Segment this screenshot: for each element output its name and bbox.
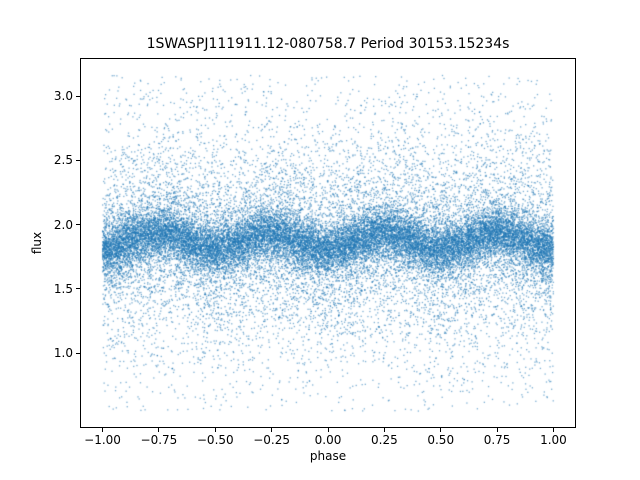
x-tick-mark bbox=[496, 428, 498, 432]
x-tick-mark bbox=[327, 428, 329, 432]
y-tick-mark bbox=[76, 95, 80, 97]
x-tick-label: 0.75 bbox=[483, 433, 511, 447]
scatter-canvas bbox=[81, 59, 575, 427]
x-tick-mark bbox=[383, 428, 385, 432]
y-tick-label: 2.0 bbox=[53, 217, 73, 232]
x-tick-label: −1.00 bbox=[84, 433, 121, 447]
y-tick-mark bbox=[76, 224, 80, 226]
x-tick-mark bbox=[552, 428, 554, 432]
y-tick-label: 1.0 bbox=[53, 346, 73, 361]
x-tick-mark bbox=[214, 428, 216, 432]
y-tick-mark bbox=[76, 159, 80, 161]
y-tick-label: 2.5 bbox=[53, 153, 73, 168]
y-tick-label: 1.5 bbox=[53, 281, 73, 296]
plot-area bbox=[80, 58, 576, 428]
y-axis-label: flux bbox=[30, 231, 44, 255]
x-tick-label: 0.00 bbox=[314, 433, 342, 447]
x-tick-mark bbox=[440, 428, 442, 432]
y-tick-mark bbox=[76, 288, 80, 290]
x-tick-label: −0.25 bbox=[253, 433, 291, 447]
x-tick-mark bbox=[102, 428, 104, 432]
y-tick-mark bbox=[76, 352, 80, 354]
x-tick-label: 1.00 bbox=[540, 433, 567, 447]
x-tick-label: 0.50 bbox=[427, 433, 455, 447]
x-tick-label: −0.50 bbox=[196, 433, 234, 447]
y-tick-label: 3.0 bbox=[53, 89, 73, 104]
x-tick-label: −0.75 bbox=[140, 433, 178, 447]
chart-title: 1SWASPJ111911.12-080758.7 Period 30153.1… bbox=[146, 36, 510, 52]
x-tick-label: 0.25 bbox=[371, 433, 398, 447]
x-tick-mark bbox=[158, 428, 160, 432]
x-tick-mark bbox=[271, 428, 273, 432]
x-axis-label: phase bbox=[309, 449, 347, 463]
